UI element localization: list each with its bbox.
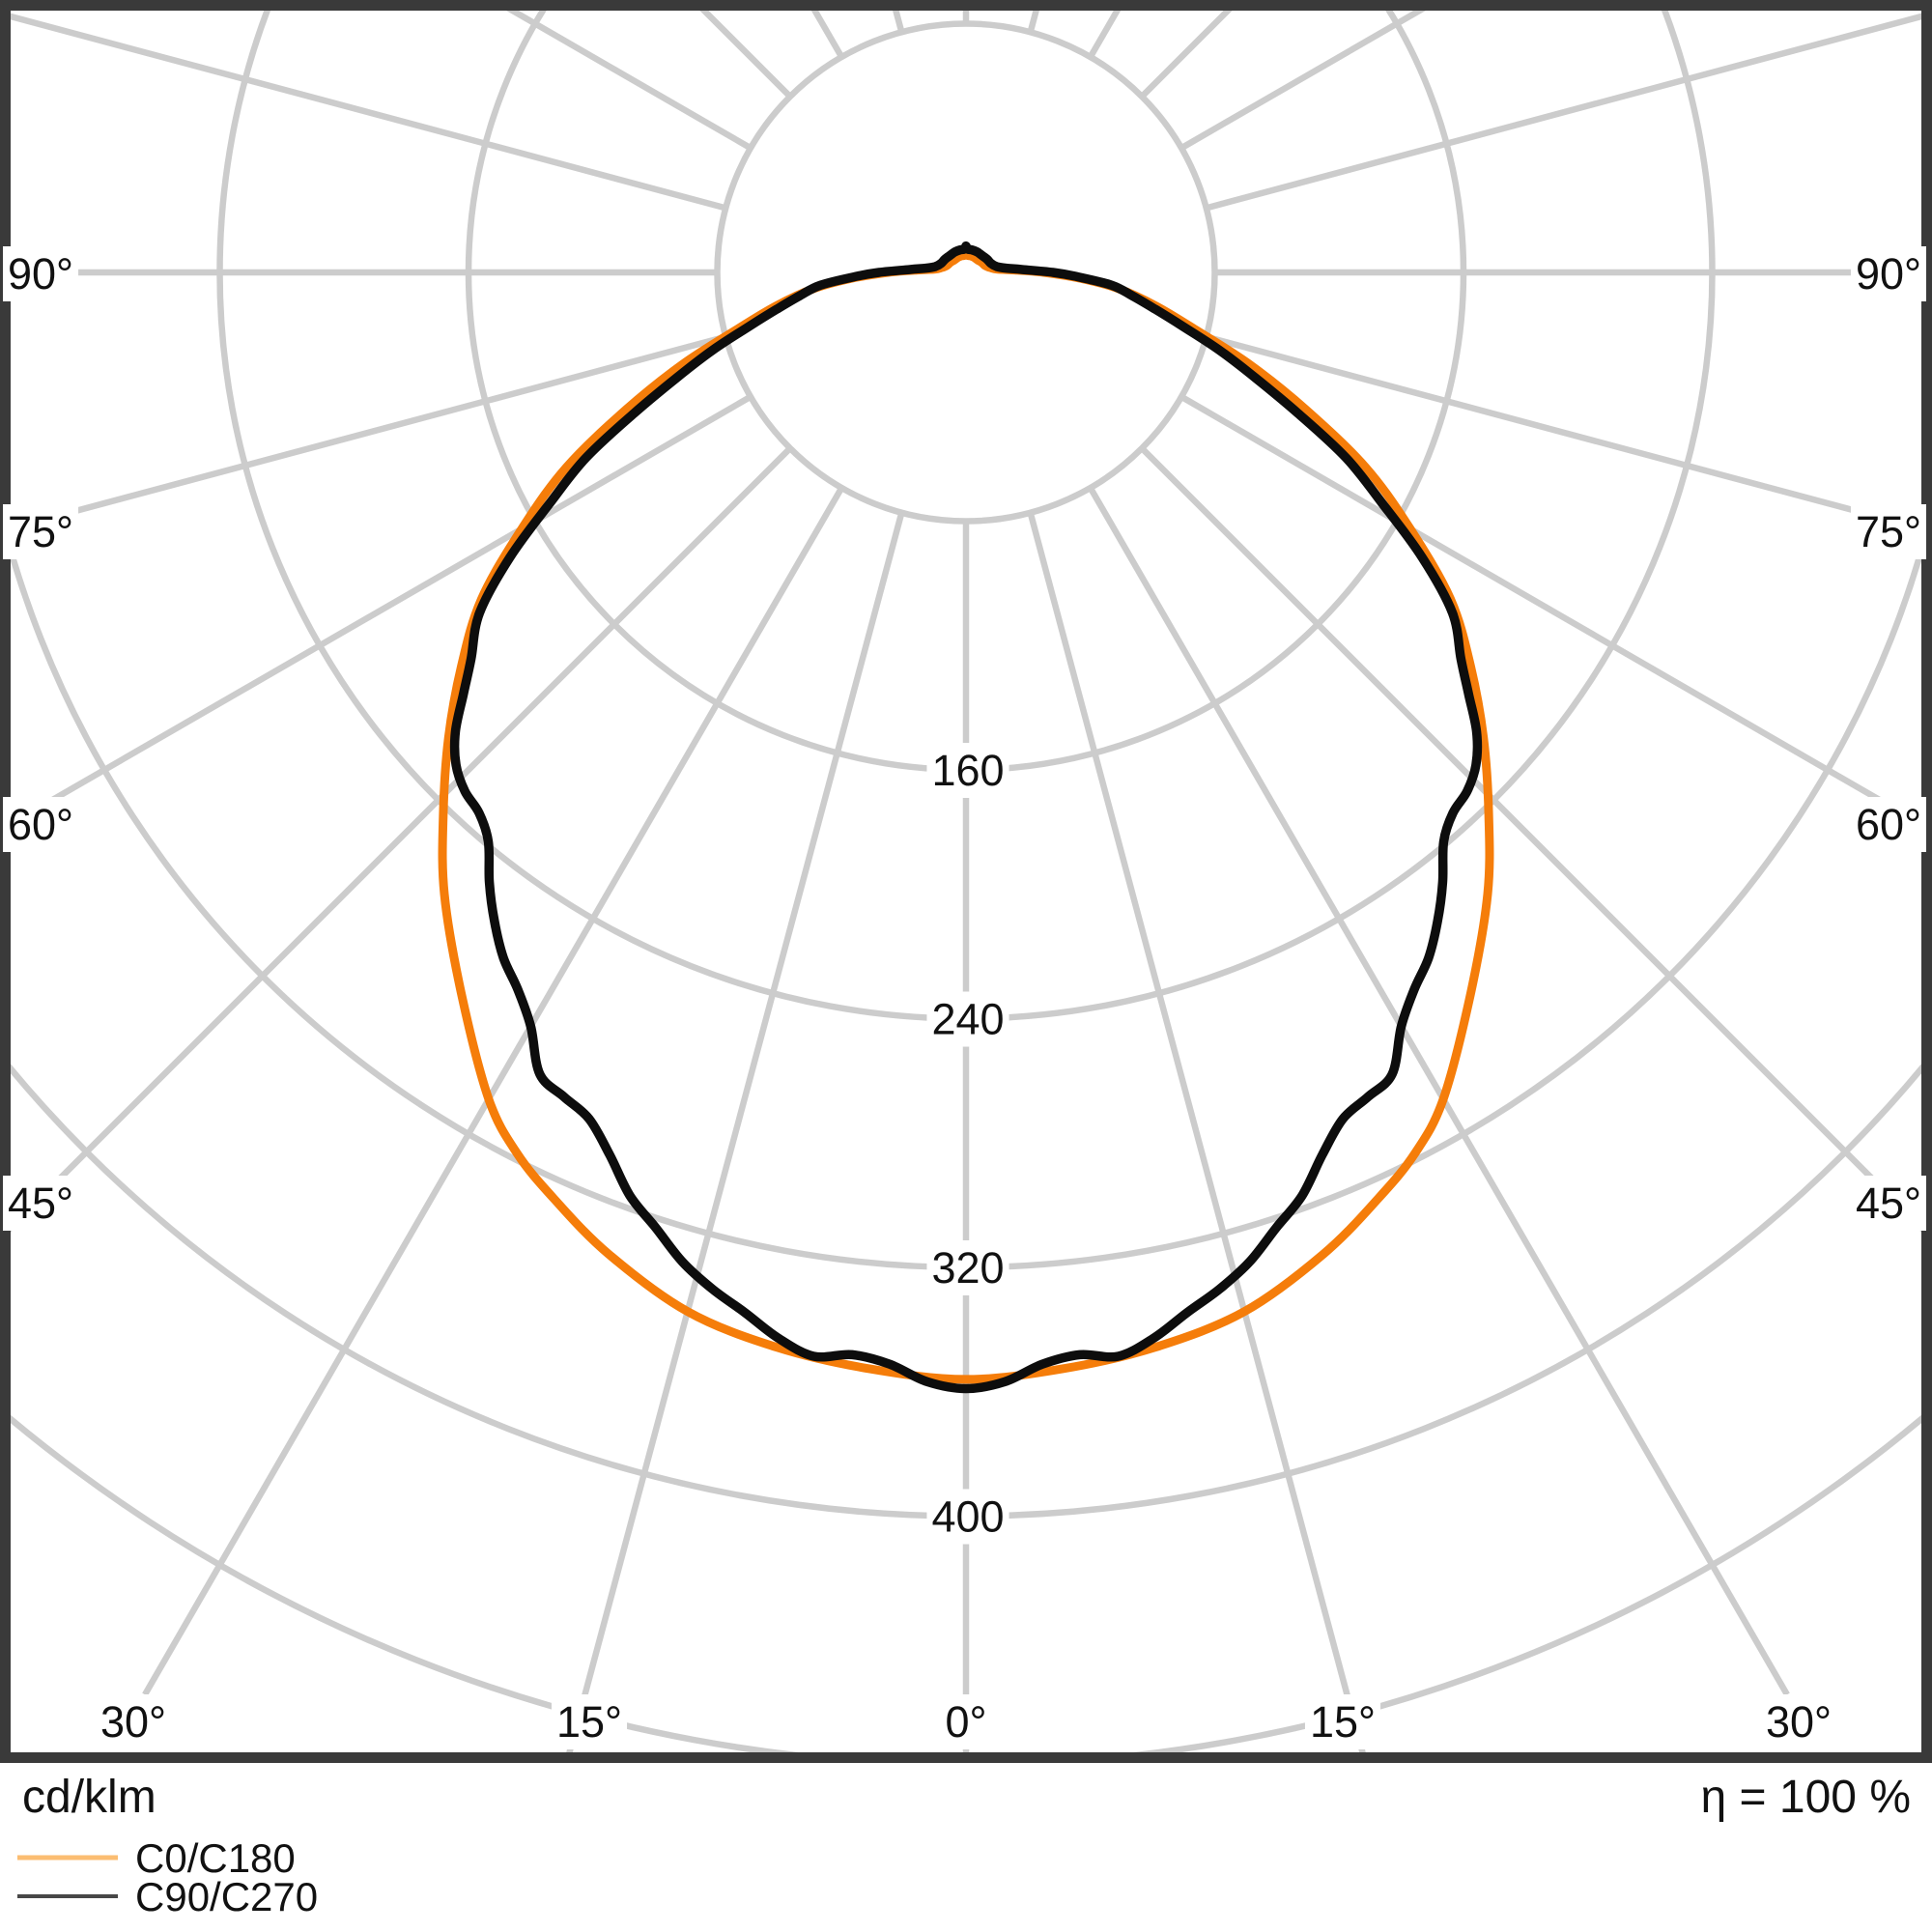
tick-labels: 90° 75° 60° 45° 90° 75° 60° 45° 30° 15° 0° 15° 30° 16… <box>3 246 1926 1749</box>
legend-label-c0: C0/C180 <box>135 1835 296 1881</box>
angle-tick-label-right: 60° <box>1856 800 1921 849</box>
angle-tick-label-left: 60° <box>8 800 73 849</box>
curve-c90-c270 <box>449 241 1483 1394</box>
grid-spoke <box>11 393 753 828</box>
grid-spoke <box>1179 393 1921 828</box>
grid-spoke <box>11 13 727 212</box>
radial-tick-label: 240 <box>931 995 1004 1044</box>
radial-tick-label: 320 <box>931 1243 1004 1293</box>
angle-tick-label-bottom: 15° <box>1310 1697 1376 1747</box>
grid-spoke <box>1027 511 1366 1752</box>
tick-label-bg <box>926 1240 1009 1295</box>
tick-label-bg <box>926 1489 1009 1545</box>
grid-spoke <box>1205 333 1921 532</box>
quantity-unit-label: cd/klm <box>22 1772 156 1823</box>
legend: C0/C180 C90/C270 <box>17 1835 318 1919</box>
angle-tick-label-bottom: 30° <box>100 1697 166 1747</box>
radial-tick-label: 400 <box>931 1492 1004 1542</box>
tick-label-bg <box>3 246 79 301</box>
tick-label-bg <box>1850 246 1926 301</box>
tick-label-bg <box>95 1694 172 1749</box>
tick-label-bg <box>3 797 79 852</box>
angle-tick-label-right: 90° <box>1856 249 1921 298</box>
efficiency-label: η = 100 % <box>1701 1772 1912 1823</box>
tick-label-bg <box>1850 797 1926 852</box>
tick-label-bg <box>1850 1176 1926 1231</box>
angle-tick-label-bottom: 0° <box>945 1697 986 1747</box>
tick-label-bg <box>3 504 79 559</box>
tick-label-bg <box>3 1176 79 1231</box>
grid-spoke <box>1087 486 1790 1696</box>
grid-spoke <box>11 333 727 532</box>
radial-tick-label: 160 <box>931 746 1004 795</box>
plot-frame <box>0 0 1932 1763</box>
grid-ring <box>714 20 1218 525</box>
tick-label-bg <box>926 743 1009 798</box>
grid-spoke <box>1139 445 1921 1233</box>
tick-label-bg <box>1850 504 1926 559</box>
tick-label-bg <box>551 1694 628 1749</box>
grid-spoke <box>566 511 905 1752</box>
grid-spoke <box>506 11 753 152</box>
angle-tick-label-bottom: 30° <box>1766 1697 1832 1747</box>
tick-label-bg <box>1760 1694 1837 1749</box>
angle-tick-label-right: 75° <box>1856 507 1921 556</box>
grid-spoke <box>1205 13 1921 212</box>
angle-tick-label-left: 75° <box>8 507 73 556</box>
angle-tick-label-right: 45° <box>1856 1179 1921 1228</box>
grid-spoke <box>1179 11 1426 152</box>
angle-tick-label-left: 90° <box>8 249 73 298</box>
intensity-curves <box>438 241 1494 1394</box>
angle-tick-label-bottom: 15° <box>556 1697 622 1747</box>
tick-label-bg <box>940 1694 992 1749</box>
angle-tick-label-left: 45° <box>8 1179 73 1228</box>
tick-label-bg <box>1304 1694 1381 1749</box>
grid-spoke <box>142 486 845 1696</box>
grid-spoke <box>11 445 793 1233</box>
tick-label-bg <box>926 991 1009 1047</box>
legend-label-c90: C90/C270 <box>135 1874 318 1919</box>
